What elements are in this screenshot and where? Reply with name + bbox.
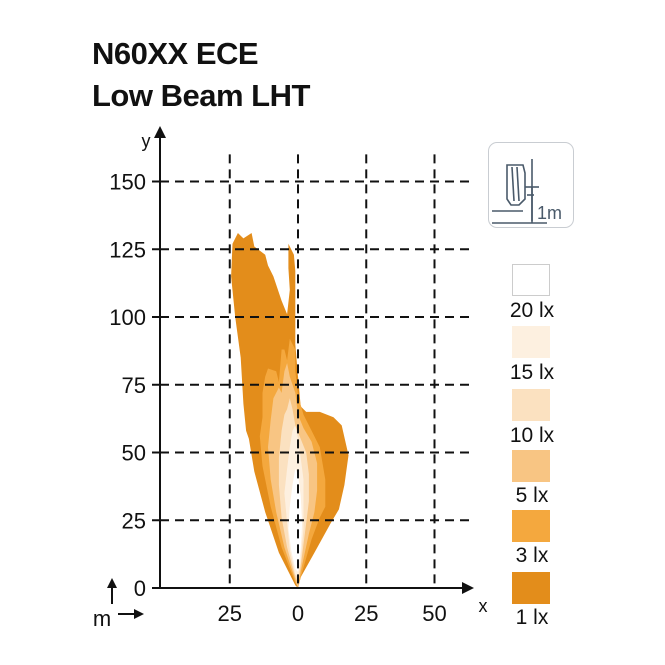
y-axis-arrow-icon [154,126,166,138]
legend-label-15lx: 15 lx [509,361,555,384]
legend-swatch-20lx [512,264,550,296]
y-tick-label: 125 [109,237,146,262]
unit-arrow-up-head-icon [107,578,117,588]
y-tick-label: 50 [122,441,146,466]
x-tick-label: 25 [354,601,378,626]
title-beam-type: Low Beam LHT [92,78,310,113]
legend-swatch-1lx [512,572,550,604]
legend-swatch-3lx [512,510,550,542]
x-tick-label: 50 [422,601,446,626]
grid-lines [160,154,472,588]
legend-label-20lx: 20 lx [509,299,555,322]
legend-label-3lx: 3 lx [515,544,549,567]
mount-height-label: 1m [537,203,562,223]
legend-label-10lx: 10 lx [509,424,555,447]
legend-label-1lx: 1 lx [515,606,549,629]
y-axis-label: y [142,131,151,151]
legend-label-5lx: 5 lx [515,484,549,507]
tick-labels: 0 25 50 75 100 125 150 25 0 25 50 y x m [93,131,488,631]
unit-label: m [93,606,111,631]
x-axis-arrow-icon [462,582,474,594]
isolux-areas [231,233,349,588]
x-tick-label: 0 [292,601,304,626]
headlamp-mount-height-icon: 1m [492,159,562,224]
y-tick-label: 100 [109,305,146,330]
y-tick-label: 150 [109,170,146,195]
unit-arrow-right-head-icon [134,609,144,619]
y-tick-label: 75 [122,373,146,398]
title-model: N60XX ECE [92,36,259,71]
legend-swatch-5lx [512,450,550,482]
x-tick-label: 25 [218,601,242,626]
legend-swatch-15lx [512,326,550,358]
x-axis-label: x [479,596,488,616]
mount-height-badge: 1m [488,142,574,228]
y-tick-label: 25 [122,508,146,533]
axes [107,126,474,619]
y-tick-label: 0 [134,576,146,601]
legend-swatch-10lx [512,389,550,421]
